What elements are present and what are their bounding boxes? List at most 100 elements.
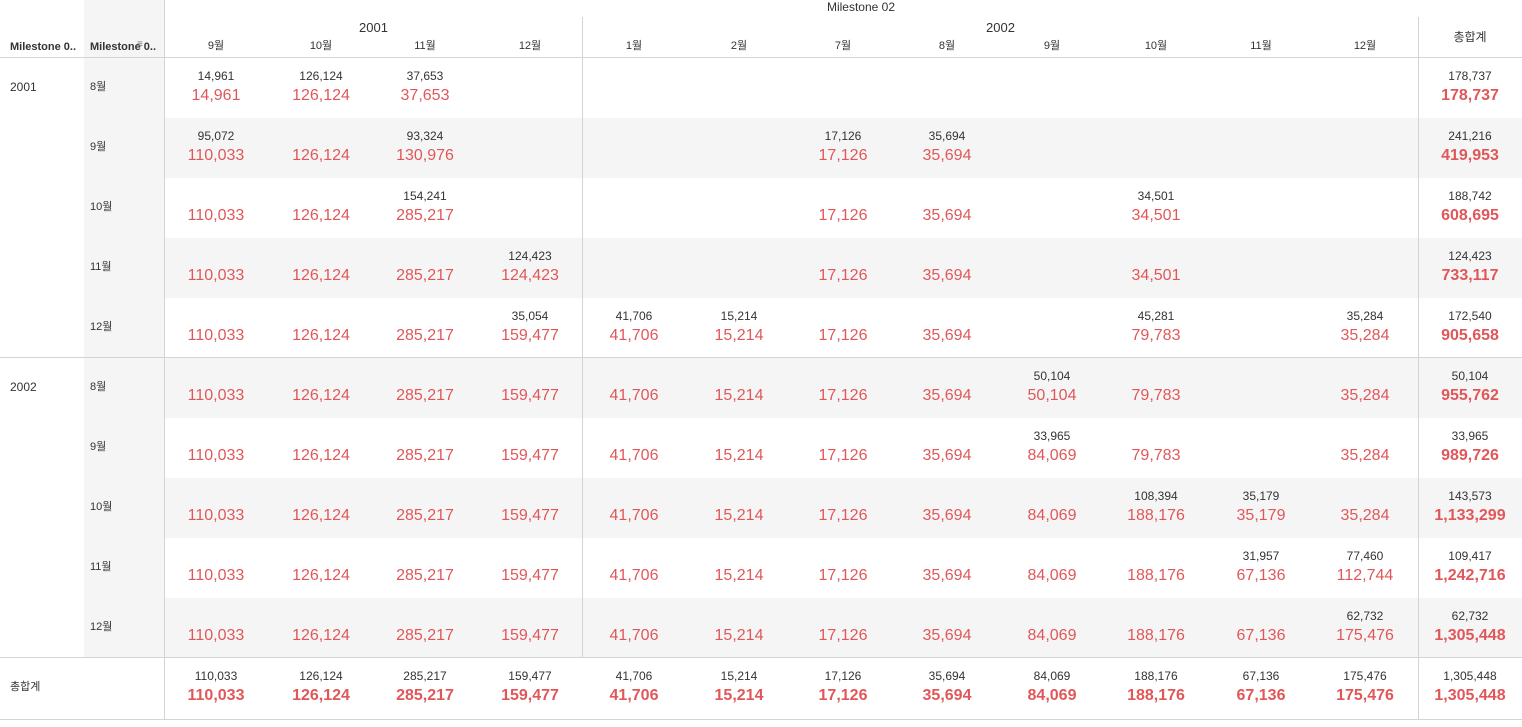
cell-running-total: 35,694 [922,267,972,284]
cell-running-total: 110,033 [187,327,245,344]
row-total-running: 1,133,299 [1434,507,1506,524]
cell-running-total: 41,706 [609,507,659,524]
row-month-label[interactable]: 10월 [90,501,113,513]
column-month-label[interactable]: 12월 [1353,40,1377,52]
grand-total-running: 15,214 [714,687,764,704]
cell-value: 34,501 [1137,189,1175,203]
column-month-label[interactable]: 1월 [625,40,643,52]
column-month-label[interactable]: 2월 [730,40,748,52]
cell-running-total: 130,976 [396,147,454,164]
column-month-label[interactable]: 7월 [834,40,852,52]
grand-total-column-divider [1418,17,1419,719]
cell-value: 108,394 [1134,489,1178,503]
grand-total-running: 17,126 [818,687,868,704]
column-month-label[interactable]: 9월 [1043,40,1061,52]
row-month-label[interactable]: 12월 [90,321,113,333]
row-total-value: 178,737 [1448,69,1492,83]
sort-icon[interactable]: ≡ [137,39,143,50]
cell-running-total: 285,217 [396,567,454,584]
cell-running-total: 159,477 [501,327,559,344]
cell-value: 95,072 [197,129,235,143]
column-month-label[interactable]: 8월 [938,40,956,52]
row-header-year[interactable]: Milestone 0.. [10,41,77,53]
grand-total-value: 1,305,448 [1443,669,1497,683]
column-year-label[interactable]: 2001 [359,20,388,35]
row-total-running: 1,305,448 [1434,627,1506,644]
row-year-label[interactable]: 2002 [10,380,37,394]
row-header-month[interactable]: Milestone 0.. [90,41,157,53]
cell-running-total: 35,284 [1340,447,1390,464]
row-total-value: 172,540 [1448,309,1492,323]
grand-total-value: 67,136 [1242,669,1280,683]
column-month-label[interactable]: 10월 [1144,40,1168,52]
cell-running-total: 188,176 [1127,507,1185,524]
cell-running-total: 67,136 [1236,627,1286,644]
column-month-label[interactable]: 9월 [207,40,225,52]
cell-value: 14,961 [197,69,235,83]
grand-total-column-header[interactable]: 총합계 [1453,30,1487,44]
cell-running-total: 159,477 [501,447,559,464]
column-month-label[interactable]: 12월 [518,40,542,52]
cell-running-total: 15,214 [714,447,764,464]
grand-total-value: 84,069 [1033,669,1071,683]
cell-running-total: 15,214 [714,387,764,404]
grand-total-value: 175,476 [1343,669,1387,683]
column-month-label[interactable]: 11월 [414,40,436,52]
cell-running-total: 17,126 [818,387,868,404]
cell-running-total: 110,033 [187,267,245,284]
cell-running-total: 35,284 [1340,507,1390,524]
cell-running-total: 285,217 [396,387,454,404]
grand-total-running: 35,694 [922,687,972,704]
row-month-label[interactable]: 10월 [90,201,113,213]
cell-running-total: 79,783 [1131,327,1181,344]
row-total-value: 188,742 [1448,189,1492,203]
cell-running-total: 110,033 [187,147,245,164]
row-header-divider [164,0,165,719]
column-month-label[interactable]: 11월 [1250,40,1272,52]
column-year-divider [582,17,583,658]
row-total-value: 33,965 [1451,429,1489,443]
cell-running-total: 41,706 [609,447,659,464]
column-month-label[interactable]: 10월 [309,40,333,52]
row-month-label[interactable]: 9월 [90,141,107,153]
grand-total-value: 41,706 [615,669,653,683]
row-month-label[interactable]: 11월 [90,561,112,573]
row-band [165,358,1522,418]
row-year-label[interactable]: 2001 [10,80,37,94]
row-month-label[interactable]: 12월 [90,621,113,633]
row-total-running: 178,737 [1441,87,1499,104]
cell-value: 35,054 [511,309,549,323]
grand-total-row-label[interactable]: 총합계 [10,681,41,693]
cell-running-total: 159,477 [501,507,559,524]
cell-running-total: 41,706 [609,567,659,584]
cell-running-total: 79,783 [1131,447,1181,464]
row-month-label[interactable]: 8월 [90,81,107,93]
cell-running-total: 175,476 [1336,627,1394,644]
grand-total-value: 17,126 [824,669,862,683]
cell-running-total: 17,126 [818,327,868,344]
cell-running-total: 285,217 [396,507,454,524]
row-month-label[interactable]: 11월 [90,261,112,273]
cell-running-total: 159,477 [501,387,559,404]
row-total-running: 989,726 [1441,447,1499,464]
row-month-label[interactable]: 8월 [90,381,107,393]
grand-total-value: 188,176 [1134,669,1178,683]
row-total-value: 50,104 [1451,369,1489,383]
cell-value: 77,460 [1346,549,1384,563]
row-month-label[interactable]: 9월 [90,441,107,453]
grand-total-value: 15,214 [720,669,758,683]
cell-value: 93,324 [406,129,444,143]
cell-running-total: 285,217 [396,207,454,224]
cell-running-total: 35,694 [922,447,972,464]
cell-running-total: 126,124 [292,387,350,404]
cell-running-total: 50,104 [1027,387,1077,404]
cell-value: 33,965 [1033,429,1071,443]
cell-running-total: 285,217 [396,447,454,464]
cell-running-total: 41,706 [609,387,659,404]
column-year-label[interactable]: 2002 [986,20,1015,35]
cell-running-total: 285,217 [396,267,454,284]
cell-running-total: 35,179 [1236,507,1286,524]
grand-total-running: 126,124 [292,687,350,704]
cell-value: 126,124 [299,69,343,83]
